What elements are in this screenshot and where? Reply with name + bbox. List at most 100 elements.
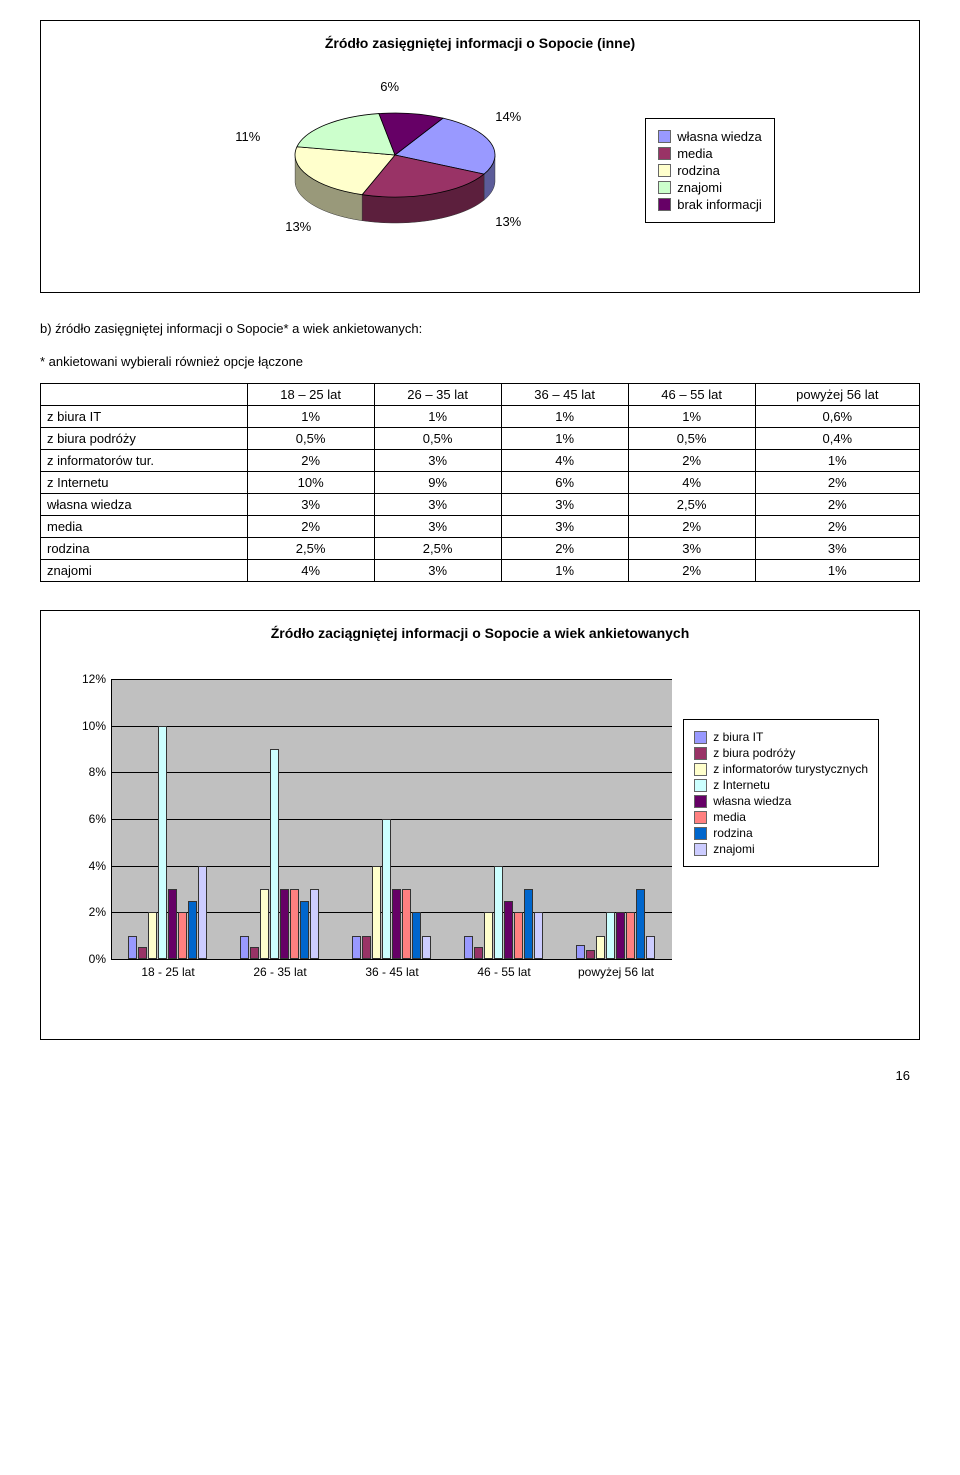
y-tick-label: 0% [89, 952, 112, 966]
grid-line [112, 679, 672, 680]
table-cell: 2% [628, 560, 755, 582]
y-tick-label: 10% [82, 719, 112, 733]
data-table: 18 – 25 lat26 – 35 lat36 – 45 lat46 – 55… [40, 383, 920, 582]
legend-item: znajomi [658, 180, 762, 195]
table-row-label: media [41, 516, 248, 538]
pie-data-label: 13% [285, 219, 311, 234]
y-tick-label: 8% [89, 765, 112, 779]
table-cell: 3% [374, 494, 501, 516]
bar [464, 936, 473, 959]
legend-swatch [694, 763, 707, 776]
x-tick-label: 18 - 25 lat [141, 959, 194, 979]
legend-swatch [694, 795, 707, 808]
bar [270, 749, 279, 959]
bar [494, 866, 503, 959]
bar [240, 936, 249, 959]
legend-label: znajomi [713, 842, 754, 856]
table-cell: 4% [501, 450, 628, 472]
bar [402, 889, 411, 959]
table-cell: 3% [374, 450, 501, 472]
bar [576, 945, 585, 959]
bar [586, 950, 595, 959]
table-cell: 9% [374, 472, 501, 494]
table-column-header: 36 – 45 lat [501, 384, 628, 406]
bar [148, 912, 157, 959]
pie-chart-title: Źródło zasięgniętej informacji o Sopocie… [61, 35, 899, 51]
legend-label: znajomi [677, 180, 722, 195]
bar [158, 726, 167, 959]
legend-item: rodzina [694, 826, 868, 840]
table-cell: 0,4% [755, 428, 919, 450]
legend-label: z Internetu [713, 778, 770, 792]
table-row: własna wiedza3%3%3%2,5%2% [41, 494, 920, 516]
legend-item: z informatorów turystycznych [694, 762, 868, 776]
x-tick-label: 26 - 35 lat [253, 959, 306, 979]
table-row: znajomi4%3%1%2%1% [41, 560, 920, 582]
legend-item: z biura IT [694, 730, 868, 744]
table-row: z biura podróży0,5%0,5%1%0,5%0,4% [41, 428, 920, 450]
table-cell: 2% [247, 516, 374, 538]
table-row-label: z Internetu [41, 472, 248, 494]
table-cell: 0,6% [755, 406, 919, 428]
pie-chart: 14%13%13%11%6% [185, 69, 605, 272]
pie-svg [185, 69, 605, 269]
legend-swatch [694, 731, 707, 744]
bar [300, 901, 309, 959]
table-column-header: 18 – 25 lat [247, 384, 374, 406]
x-tick-label: 46 - 55 lat [477, 959, 530, 979]
bar [128, 936, 137, 959]
table-cell: 2% [755, 494, 919, 516]
bar [168, 889, 177, 959]
table-cell: 2% [628, 516, 755, 538]
pie-legend: własna wiedzamediarodzinaznajomibrak inf… [645, 118, 775, 223]
bar [382, 819, 391, 959]
table-cell: 0,5% [247, 428, 374, 450]
bar-chart-area: 0%2%4%6%8%10%12%18 - 25 lat26 - 35 lat36… [61, 659, 899, 1019]
legend-label: z biura IT [713, 730, 763, 744]
table-cell: 3% [628, 538, 755, 560]
table-cell: 1% [628, 406, 755, 428]
bar-group [352, 819, 431, 959]
y-tick-label: 2% [89, 905, 112, 919]
table-cell: 3% [374, 516, 501, 538]
pie-chart-panel: Źródło zasięgniętej informacji o Sopocie… [40, 20, 920, 293]
legend-label: media [713, 810, 746, 824]
table-cell: 4% [628, 472, 755, 494]
table-row-label: rodzina [41, 538, 248, 560]
bar-chart-title: Źródło zaciągniętej informacji o Sopocie… [61, 625, 899, 641]
pie-data-label: 13% [495, 214, 521, 229]
x-tick-label: 36 - 45 lat [365, 959, 418, 979]
bar [636, 889, 645, 959]
bar [484, 912, 493, 959]
bar [504, 901, 513, 959]
legend-swatch [694, 747, 707, 760]
bar-legend: z biura ITz biura podróżyz informatorów … [683, 719, 879, 867]
legend-swatch [658, 147, 671, 160]
bar-group [128, 726, 207, 959]
bar [198, 866, 207, 959]
legend-item: rodzina [658, 163, 762, 178]
bar [606, 912, 615, 959]
section-b-note: * ankietowani wybierali również opcje łą… [40, 354, 920, 369]
bar-chart-panel: Źródło zaciągniętej informacji o Sopocie… [40, 610, 920, 1040]
legend-label: media [677, 146, 712, 161]
pie-data-label: 11% [235, 129, 260, 144]
legend-swatch [658, 164, 671, 177]
y-tick-label: 6% [89, 812, 112, 826]
table-cell: 1% [374, 406, 501, 428]
legend-label: rodzina [677, 163, 720, 178]
bar-group [464, 866, 543, 959]
bar [362, 936, 371, 959]
table-cell: 2% [755, 516, 919, 538]
legend-item: własna wiedza [658, 129, 762, 144]
bar [250, 947, 259, 959]
legend-swatch [658, 181, 671, 194]
table-cell: 0,5% [374, 428, 501, 450]
legend-swatch [694, 827, 707, 840]
bar [422, 936, 431, 959]
table-row: z Internetu10%9%6%4%2% [41, 472, 920, 494]
bar [412, 912, 421, 959]
table-row-label: własna wiedza [41, 494, 248, 516]
bar [178, 912, 187, 959]
bar [138, 947, 147, 959]
